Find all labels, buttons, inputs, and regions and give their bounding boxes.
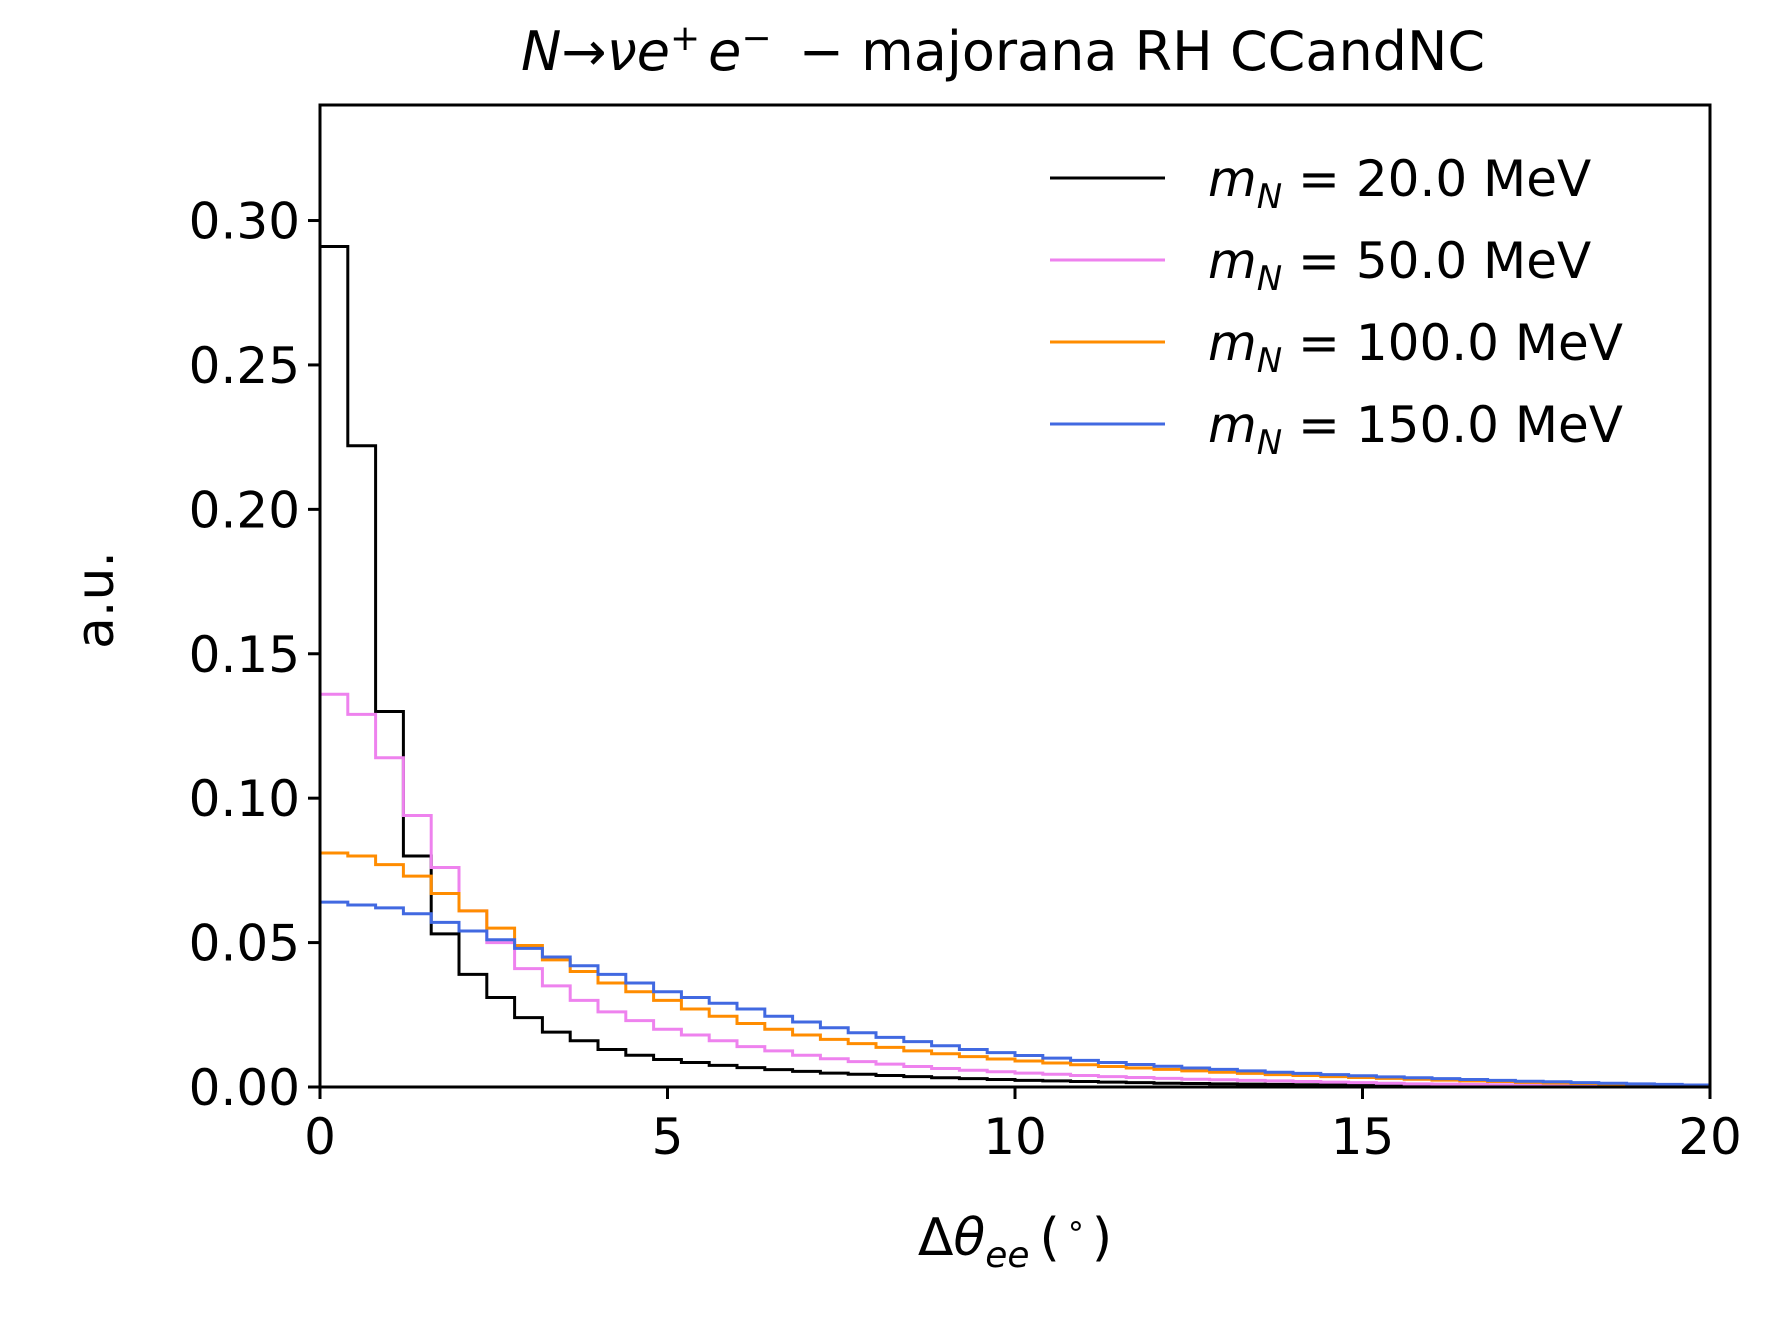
- x-axis-label: Δθee(∘): [918, 1206, 1112, 1276]
- x-tick-label: 20: [1678, 1108, 1742, 1166]
- y-tick-label: 0.05: [189, 915, 300, 973]
- x-tick-label: 15: [1331, 1108, 1395, 1166]
- x-tick-label: 0: [304, 1108, 336, 1166]
- y-tick-label: 0.20: [189, 481, 300, 539]
- x-tick-label: 5: [652, 1108, 684, 1166]
- legend-label-1: mN = 50.0 MeV: [1208, 232, 1591, 299]
- chart-title: N→νe+ e− − majorana RH CCandNC: [521, 18, 1485, 84]
- y-tick-label: 0.00: [189, 1059, 300, 1117]
- ticks-layer: 0 5 10 15 20 0.00 0.05 0.10 0.15 0.20 0.25 0.30: [189, 193, 1742, 1166]
- y-tick-label: 0.10: [189, 770, 300, 828]
- y-tick-label: 0.15: [189, 626, 300, 684]
- legend: mN = 20.0 MeV mN = 50.0 MeV mN = 100.0 MeV…: [1050, 150, 1623, 463]
- y-axis-label: a.u.: [66, 551, 126, 649]
- y-tick-label: 0.30: [189, 193, 300, 251]
- plot-frame: [318, 103, 1712, 1089]
- legend-label-3: mN = 150.0 MeV: [1208, 396, 1623, 463]
- y-tick-label: 0.25: [189, 337, 300, 395]
- x-tick-label: 10: [983, 1108, 1047, 1166]
- legend-label-0: mN = 20.0 MeV: [1208, 150, 1591, 217]
- legend-label-2: mN = 100.0 MeV: [1208, 314, 1623, 381]
- series-line-3: [320, 900, 1712, 1087]
- series-line-1: [320, 692, 1712, 1089]
